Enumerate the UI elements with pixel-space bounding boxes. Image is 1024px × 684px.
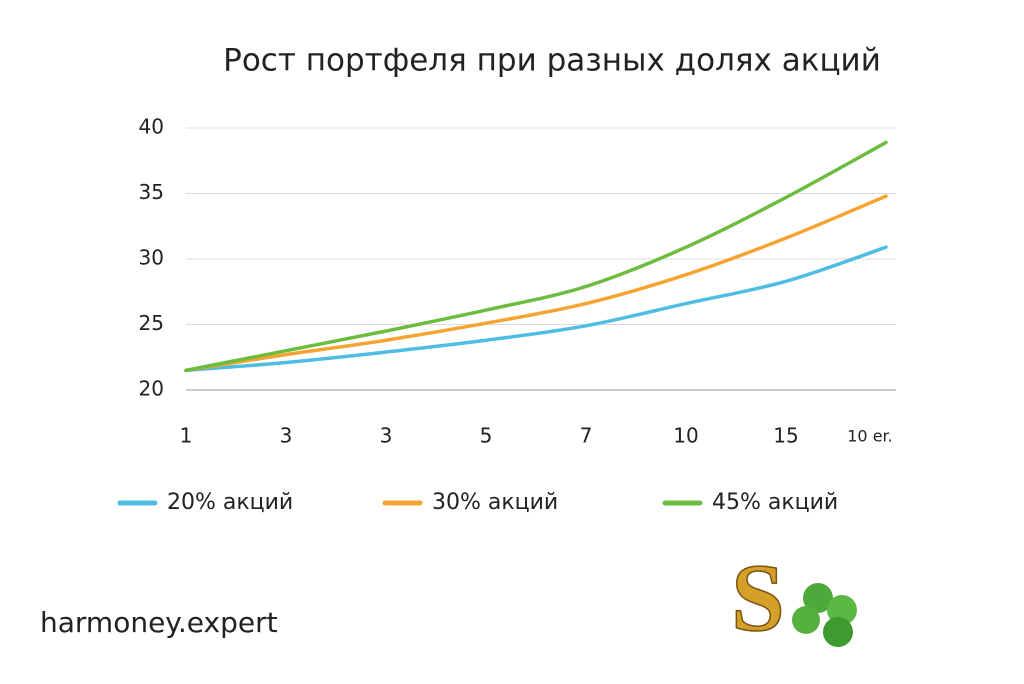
legend-label: 45% акций <box>712 490 838 515</box>
x-tick-label: 3 <box>380 424 393 448</box>
y-tick-label: 25 <box>139 311 164 335</box>
clover-leaf <box>792 606 820 634</box>
y-tick-label: 35 <box>139 180 164 204</box>
y-tick-label: 30 <box>139 246 164 270</box>
x-tick-label: 15 <box>773 424 798 448</box>
x-tick-label: 1 <box>180 424 193 448</box>
logo-letter: S <box>731 544 784 651</box>
x-tick-label: 10 er. <box>847 427 892 446</box>
series-line <box>184 194 888 373</box>
footer: harmoney.expert <box>40 606 278 639</box>
logo: S <box>731 543 857 652</box>
legend-label: 20% акций <box>167 490 293 515</box>
x-tick-label: 5 <box>480 424 493 448</box>
x-tick-label: 7 <box>580 424 593 448</box>
series-line <box>184 245 888 373</box>
legend-label: 30% акций <box>432 490 558 515</box>
series-line <box>184 140 888 373</box>
y-tick-label: 20 <box>139 377 164 401</box>
clover-leaf <box>803 583 833 613</box>
clover-leaf <box>823 617 853 647</box>
chart-title: Рост портфеля при разных долях акций <box>223 43 881 79</box>
x-tick-label: 3 <box>280 424 293 448</box>
y-tick-label: 40 <box>139 115 164 139</box>
x-tick-label: 10 <box>673 424 698 448</box>
